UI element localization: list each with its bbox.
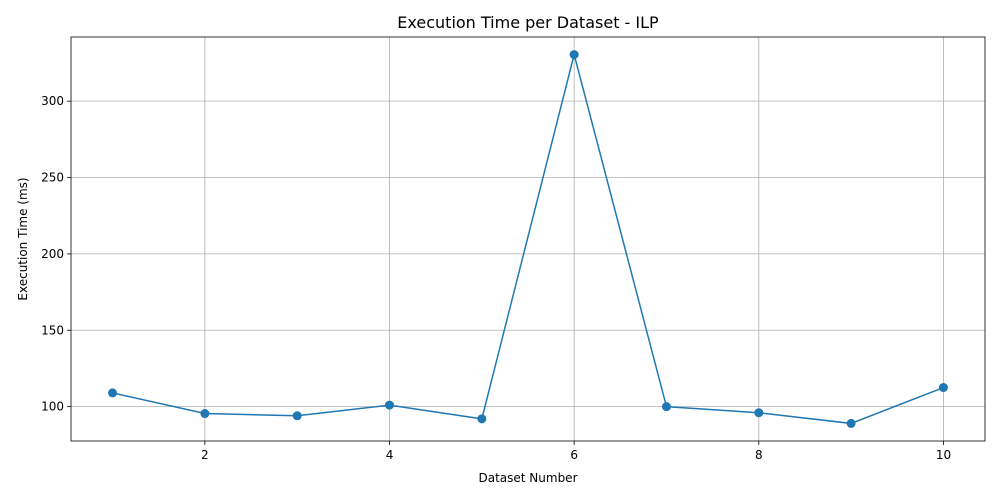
x-tick-label: 4 bbox=[386, 448, 394, 462]
chart-title: Execution Time per Dataset - ILP bbox=[397, 13, 659, 32]
grid-lines bbox=[71, 37, 985, 441]
x-tick-label: 8 bbox=[755, 448, 763, 462]
y-tick-label: 250 bbox=[41, 171, 64, 185]
data-point bbox=[292, 411, 302, 421]
y-tick-label: 300 bbox=[41, 94, 64, 108]
data-point bbox=[200, 409, 210, 419]
data-point bbox=[477, 414, 487, 424]
x-tick-label: 2 bbox=[201, 448, 209, 462]
data-point bbox=[938, 383, 948, 393]
y-tick-label: 100 bbox=[41, 400, 64, 414]
x-tick-label: 10 bbox=[936, 448, 951, 462]
data-point bbox=[754, 408, 764, 418]
data-point bbox=[846, 418, 856, 428]
y-tick-label: 150 bbox=[41, 323, 64, 337]
data-point bbox=[661, 402, 671, 412]
plot-frame bbox=[70, 36, 986, 442]
x-axis-label: Dataset Number bbox=[478, 471, 577, 485]
data-point bbox=[385, 400, 395, 410]
y-axis-label: Execution Time (ms) bbox=[16, 177, 30, 300]
series-execution-time bbox=[108, 50, 948, 428]
series-line bbox=[112, 54, 944, 425]
y-tick-label: 200 bbox=[41, 247, 64, 261]
data-point bbox=[108, 388, 118, 398]
x-tick-label: 6 bbox=[570, 448, 578, 462]
axis-ticks: 2 4 6 8 10 100 150 200 250 300 bbox=[41, 94, 951, 462]
data-point bbox=[569, 50, 579, 60]
